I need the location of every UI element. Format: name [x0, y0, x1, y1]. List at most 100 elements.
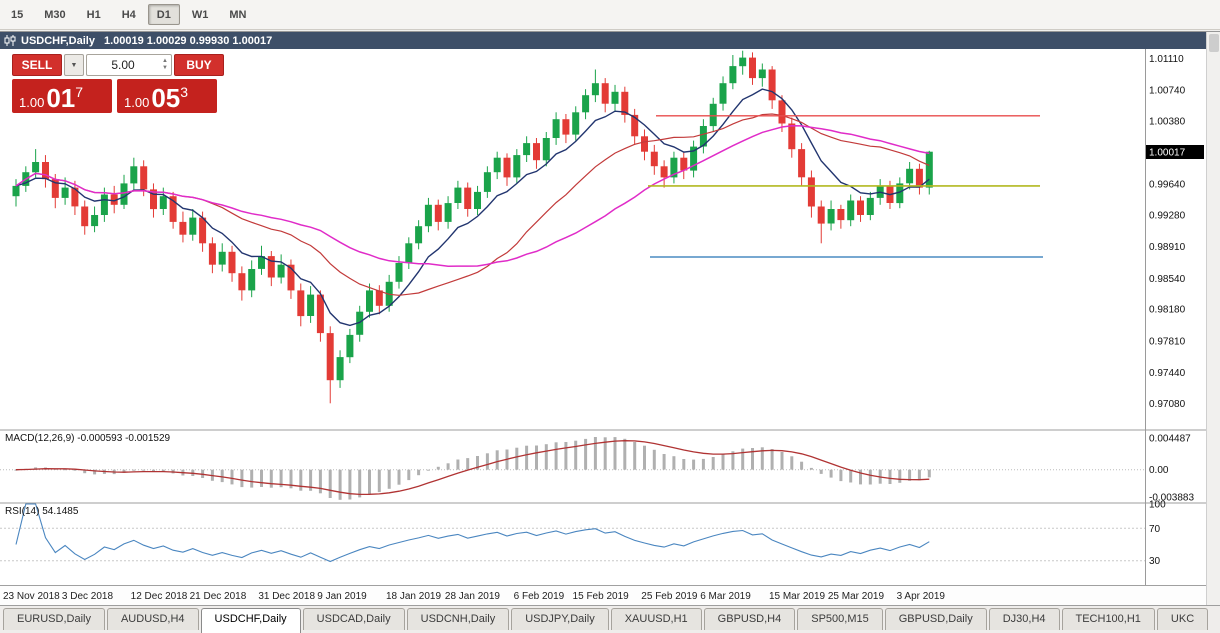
- candle: [641, 129, 648, 161]
- timeframe-button-w1[interactable]: W1: [183, 4, 218, 25]
- candle-body: [91, 215, 99, 227]
- macd-histogram-bar: [741, 448, 745, 470]
- macd-histogram-bar: [397, 469, 401, 485]
- candle: [238, 266, 246, 301]
- sell-price-display[interactable]: 1.00 01 7: [12, 79, 112, 113]
- candle: [42, 155, 49, 188]
- scrollbar-thumb[interactable]: [1209, 34, 1219, 52]
- timeframe-button-h4[interactable]: H4: [113, 4, 145, 25]
- macd-histogram-bar: [839, 469, 843, 482]
- chart-tab-ukc[interactable]: UKC: [1156, 608, 1209, 630]
- candle-body: [650, 151, 658, 167]
- rsi-value: 54.1485: [42, 506, 79, 517]
- timeframe-button-h1[interactable]: H1: [78, 4, 110, 25]
- ma-slow-line: [15, 124, 930, 267]
- volume-decrease-button[interactable]: ▼: [162, 65, 168, 71]
- macd-name: MACD(12,26,9): [5, 433, 75, 444]
- macd-histogram-bar: [525, 445, 529, 470]
- timeframe-button-15[interactable]: 15: [2, 4, 32, 25]
- macd-histogram-bar: [770, 449, 774, 470]
- macd-histogram-bar: [868, 469, 872, 485]
- candle: [719, 76, 727, 111]
- candle-body: [503, 157, 511, 178]
- candle: [130, 157, 138, 190]
- candle-body: [758, 69, 766, 79]
- macd-histogram-bar: [682, 459, 686, 470]
- macd-histogram-bar: [829, 469, 833, 478]
- date-axis-label: 25 Mar 2019: [828, 591, 885, 602]
- macd-histogram-bar: [613, 437, 617, 470]
- macd-histogram-bar: [485, 453, 489, 470]
- macd-histogram-bar: [564, 442, 568, 470]
- candle: [866, 191, 874, 221]
- candle-body: [454, 187, 462, 203]
- candle: [552, 112, 560, 145]
- timeframe-toolbar: 15 M30 H1 H4 D1 W1 MN: [0, 0, 1220, 30]
- current-price-tag-text: 1.00017: [1149, 147, 1186, 158]
- macd-label: MACD(12,26,9) -0.000593 -0.001529: [5, 433, 170, 444]
- chart-tab-usdcad-daily[interactable]: USDCAD,Daily: [302, 608, 405, 630]
- candle: [110, 185, 118, 214]
- chart-tab-usdjpy-daily[interactable]: USDJPY,Daily: [511, 608, 609, 630]
- chart-tab-eurusd-daily[interactable]: EURUSD,Daily: [3, 608, 105, 630]
- chart-tab-gbpusd-daily[interactable]: GBPUSD,Daily: [884, 608, 987, 630]
- volume-increase-button[interactable]: ▲: [162, 58, 168, 64]
- timeframe-button-m30[interactable]: M30: [35, 4, 74, 25]
- candle-body: [199, 217, 207, 244]
- candle-body: [120, 183, 128, 205]
- price-axis-label: 1.01110: [1149, 54, 1184, 65]
- candle-body: [474, 191, 481, 209]
- candle-body: [542, 138, 550, 161]
- timeframe-button-mn[interactable]: MN: [220, 4, 255, 25]
- candle: [562, 114, 570, 144]
- macd-histogram-bar: [446, 463, 450, 470]
- candle: [415, 220, 423, 250]
- volume-input[interactable]: [87, 57, 159, 73]
- candle-body: [857, 200, 864, 215]
- candle: [179, 211, 187, 243]
- candle: [169, 191, 177, 229]
- macd-histogram-bar: [260, 469, 263, 487]
- chart-title-bar[interactable]: USDCHF,Daily 1.00019 1.00029 0.99930 1.0…: [0, 32, 1206, 49]
- candle-body: [248, 269, 256, 291]
- current-price-tag-box: [1146, 145, 1204, 159]
- candle-body: [533, 143, 540, 161]
- macd-histogram-bar: [633, 441, 637, 470]
- macd-histogram-bar: [279, 469, 283, 488]
- price-chart[interactable]: 1.01110 1.00740 1.00380 0.99640 0.99280 0.989…: [0, 49, 1220, 606]
- candle-body: [680, 157, 688, 171]
- volume-dropdown-button[interactable]: ▼: [64, 54, 84, 76]
- candle-body: [464, 187, 472, 209]
- macd-axis-label: 0.004487: [1149, 434, 1191, 445]
- candle: [444, 196, 452, 229]
- chart-tab-xauusd-h1[interactable]: XAUUSD,H1: [610, 608, 702, 630]
- candle: [837, 204, 845, 229]
- chart-tab-gbpusd-h4[interactable]: GBPUSD,H4: [703, 608, 796, 630]
- chart-tab-usdchf-daily[interactable]: USDCHF,Daily: [200, 608, 301, 633]
- candle: [316, 290, 324, 342]
- buy-price-pips: 05: [151, 83, 181, 113]
- candle-body: [739, 57, 747, 67]
- chart-tab-sp500-m15[interactable]: SP500,M15: [797, 608, 883, 630]
- candle: [611, 84, 619, 111]
- candle-body: [817, 206, 825, 224]
- candle: [621, 86, 629, 123]
- sell-button[interactable]: SELL: [12, 54, 62, 76]
- buy-price-display[interactable]: 1.00 05 3: [117, 79, 217, 113]
- candle-body: [434, 204, 442, 222]
- chart-tab-usdcnh-daily[interactable]: USDCNH,Daily: [406, 608, 510, 630]
- chart-tab-tech100-h1[interactable]: TECH100,H1: [1061, 608, 1155, 630]
- vertical-scrollbar[interactable]: [1206, 32, 1220, 606]
- macd-histogram-bar: [436, 466, 440, 470]
- candle-body: [218, 251, 226, 265]
- chart-tab-audusd-h4[interactable]: AUDUSD,H4: [106, 608, 199, 630]
- timeframe-button-d1[interactable]: D1: [147, 4, 180, 25]
- buy-button[interactable]: BUY: [174, 54, 224, 76]
- candle-body: [552, 119, 560, 138]
- candle-body: [582, 95, 590, 113]
- chart-tab-dj30-h4[interactable]: DJ30,H4: [988, 608, 1060, 630]
- macd-axis-label: -0.003883: [1149, 492, 1194, 503]
- candle: [601, 78, 609, 113]
- price-axis-label: 0.99640: [1149, 180, 1186, 191]
- macd-histogram-bar: [593, 437, 597, 470]
